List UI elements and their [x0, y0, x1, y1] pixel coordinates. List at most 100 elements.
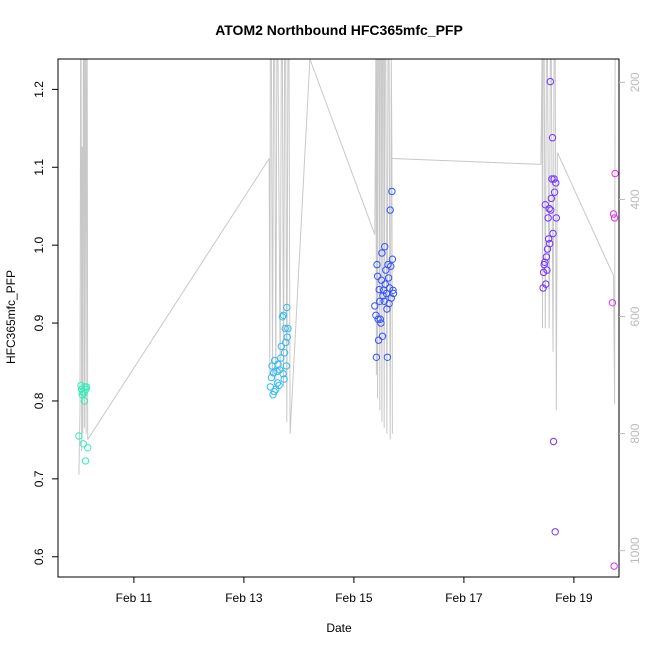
data-point [378, 332, 387, 340]
y-tick-label: 1.0 [32, 237, 46, 254]
data-point [371, 302, 379, 310]
data-point [388, 187, 396, 196]
x-tick-label: Feb 13 [225, 591, 263, 605]
data-point [372, 353, 381, 361]
data-points-layer [75, 77, 619, 570]
data-point [381, 280, 389, 288]
x-tick-label: Feb 17 [445, 591, 483, 605]
data-point [548, 134, 557, 142]
altitude-profile-line [78, 58, 89, 475]
data-point [377, 319, 385, 327]
data-point [550, 188, 559, 196]
alt-tick-label: 1000 [628, 537, 642, 564]
data-point [387, 262, 395, 270]
data-point [546, 239, 554, 248]
data-point [610, 562, 618, 570]
data-point [378, 249, 386, 257]
data-point [282, 338, 290, 347]
data-point [552, 179, 560, 187]
data-point [546, 77, 554, 86]
data-point [277, 342, 285, 351]
data-point [386, 206, 394, 214]
data-point [82, 383, 91, 391]
data-point [374, 336, 383, 344]
altitude-profile-line [613, 58, 616, 405]
data-point [277, 354, 285, 362]
data-point [608, 299, 617, 307]
data-point [542, 253, 551, 261]
x-tick-label: Feb 15 [335, 591, 373, 605]
data-point [383, 353, 392, 361]
right-altitude-axis: 200 400 600 800 1000 [619, 72, 642, 564]
data-point [541, 201, 549, 209]
altitude-profile-line [540, 58, 558, 411]
x-tick-label: Feb 19 [555, 591, 593, 605]
data-point [550, 175, 558, 183]
y-tick-label: 1.1 [32, 159, 46, 176]
altitude-profile-line [268, 58, 291, 434]
alt-tick-label: 200 [628, 72, 642, 92]
data-point [376, 297, 384, 305]
x-axis: Feb 11 Feb 13 Feb 15 Feb 17 Feb 19 [116, 577, 593, 605]
data-point [278, 313, 287, 321]
data-point [78, 391, 86, 399]
data-point [81, 457, 90, 465]
y-axis-label: HFC365mfc_PFP [4, 270, 18, 364]
data-point [541, 258, 549, 266]
data-point [549, 229, 557, 238]
data-point [375, 285, 383, 294]
y-axis: 0.6 0.7 0.8 0.9 1.0 1.1 1.2 [32, 81, 58, 565]
plot-frame [57, 58, 620, 578]
data-point [267, 373, 276, 382]
data-point [547, 206, 555, 214]
data-point [384, 274, 393, 282]
data-point [547, 194, 555, 203]
data-point [387, 294, 395, 302]
data-point [389, 286, 397, 294]
data-point [552, 214, 560, 222]
data-point [270, 387, 278, 396]
y-tick-label: 0.9 [32, 314, 46, 331]
chart-title: ATOM2 Northbound HFC365mfc_PFP [215, 22, 463, 38]
data-point [373, 272, 382, 280]
data-point [382, 289, 391, 298]
altitude-connector-line [556, 152, 614, 276]
data-point [381, 243, 389, 251]
alt-tick-label: 400 [628, 189, 642, 209]
data-point [388, 255, 397, 263]
data-point [544, 214, 552, 222]
altitude-connector-line [289, 58, 311, 434]
data-point [269, 369, 278, 377]
data-point [551, 528, 559, 536]
data-point [376, 315, 384, 323]
altitude-connector-line [309, 58, 376, 235]
data-point [611, 169, 619, 178]
y-tick-label: 1.2 [32, 81, 46, 98]
data-point [389, 289, 398, 298]
y-tick-label: 0.8 [32, 392, 46, 409]
alt-tick-label: 800 [628, 423, 642, 443]
data-point [373, 260, 381, 269]
data-point [75, 432, 83, 440]
x-tick-label: Feb 11 [116, 591, 153, 605]
data-point [281, 324, 289, 333]
data-point [549, 437, 558, 446]
data-point [543, 266, 551, 274]
data-point [279, 370, 287, 378]
data-point [283, 333, 291, 341]
alt-tick-label: 600 [628, 306, 642, 326]
data-point [84, 444, 92, 452]
y-tick-label: 0.6 [32, 548, 46, 565]
data-point [372, 311, 380, 319]
data-point [610, 214, 619, 222]
data-point [542, 280, 550, 288]
data-point [377, 276, 386, 284]
data-point [283, 303, 291, 312]
x-axis-label: Date [326, 621, 352, 635]
data-point [545, 204, 553, 213]
data-point [282, 362, 290, 370]
data-point [280, 349, 289, 357]
data-point [79, 440, 88, 448]
